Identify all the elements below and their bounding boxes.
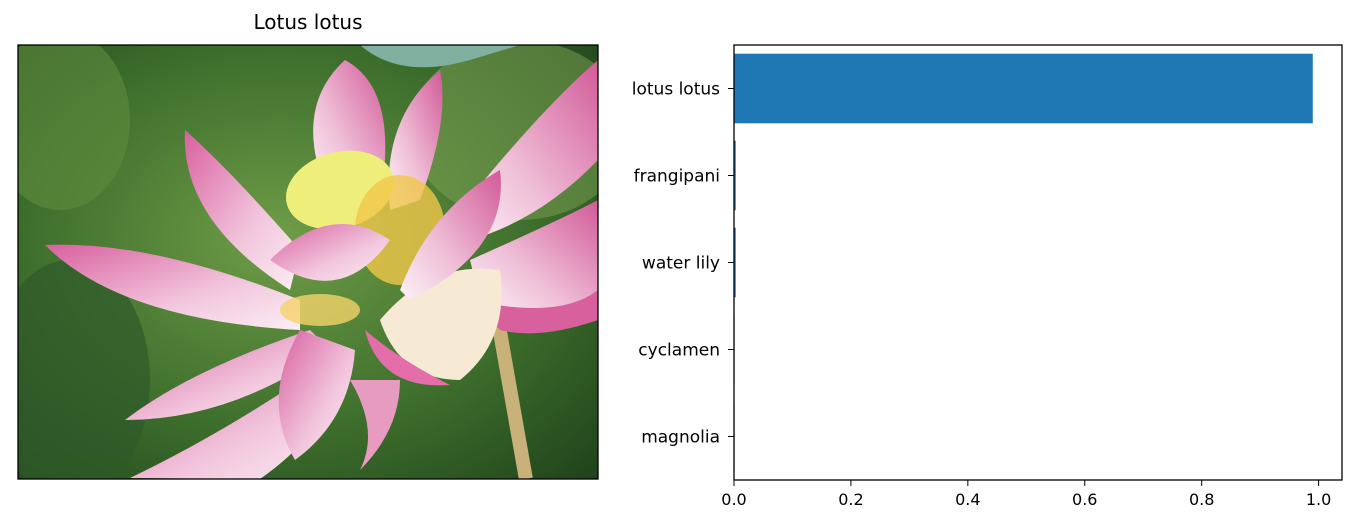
x-tick-label: 0.8 — [1189, 490, 1214, 509]
image-title: Lotus lotus — [253, 10, 363, 34]
x-tick-label: 0.4 — [955, 490, 980, 509]
y-tick-label: water lily — [642, 254, 720, 274]
bar-lotus-lotus — [734, 53, 1313, 124]
x-tick-label: 0.2 — [838, 490, 863, 509]
plot-frame — [733, 44, 1343, 481]
y-tick-label: magnolia — [641, 428, 720, 448]
x-tick-label: 0.0 — [721, 490, 746, 509]
x-tick-label: 1.0 — [1306, 490, 1331, 509]
y-tick-label: frangipani — [634, 167, 720, 187]
y-tick-label: lotus lotus — [632, 80, 720, 100]
bar-frangipani — [734, 140, 736, 211]
y-tick-label: cyclamen — [638, 341, 720, 361]
bar-water-lily — [734, 227, 736, 298]
x-tick-label: 0.6 — [1072, 490, 1097, 509]
